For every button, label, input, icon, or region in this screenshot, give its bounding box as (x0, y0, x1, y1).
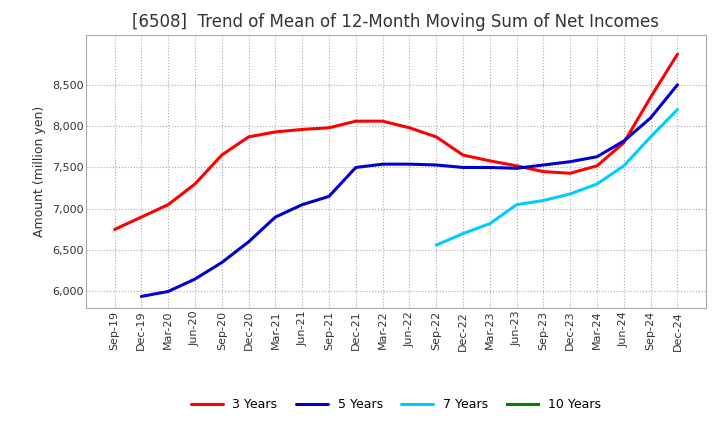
5 Years (217, 260, 226, 265)
3 Years (619, 140, 628, 145)
3 Years (351, 118, 360, 124)
3 Years (378, 118, 387, 124)
3 Years (566, 171, 575, 176)
7 Years (513, 202, 521, 207)
3 Years (110, 227, 119, 232)
5 Years (191, 276, 199, 282)
5 Years (513, 165, 521, 171)
Legend: 3 Years, 5 Years, 7 Years, 10 Years: 3 Years, 5 Years, 7 Years, 10 Years (186, 393, 606, 416)
3 Years (298, 127, 307, 132)
3 Years (244, 134, 253, 139)
5 Years (619, 138, 628, 143)
Title: [6508]  Trend of Mean of 12-Month Moving Sum of Net Incomes: [6508] Trend of Mean of 12-Month Moving … (132, 13, 660, 31)
Line: 5 Years: 5 Years (141, 85, 678, 297)
7 Years (539, 198, 548, 203)
7 Years (566, 191, 575, 197)
5 Years (459, 165, 467, 170)
7 Years (485, 221, 494, 226)
Y-axis label: Amount (million yen): Amount (million yen) (33, 106, 47, 237)
5 Years (137, 294, 145, 299)
3 Years (164, 202, 173, 207)
5 Years (405, 161, 414, 167)
5 Years (351, 165, 360, 170)
3 Years (432, 134, 441, 139)
7 Years (459, 231, 467, 236)
5 Years (432, 162, 441, 168)
5 Years (298, 202, 307, 207)
7 Years (673, 107, 682, 112)
3 Years (539, 169, 548, 174)
5 Years (673, 82, 682, 88)
5 Years (325, 194, 333, 199)
7 Years (647, 134, 655, 139)
3 Years (593, 163, 601, 169)
3 Years (191, 181, 199, 187)
7 Years (432, 242, 441, 248)
5 Years (485, 165, 494, 170)
5 Years (647, 115, 655, 121)
5 Years (566, 159, 575, 164)
3 Years (217, 152, 226, 158)
7 Years (593, 181, 601, 187)
Line: 3 Years: 3 Years (114, 54, 678, 230)
3 Years (673, 51, 682, 57)
5 Years (164, 289, 173, 294)
3 Years (271, 129, 279, 135)
5 Years (244, 239, 253, 245)
3 Years (459, 152, 467, 158)
Line: 7 Years: 7 Years (436, 110, 678, 245)
5 Years (378, 161, 387, 167)
3 Years (647, 95, 655, 100)
3 Years (405, 125, 414, 130)
5 Years (593, 154, 601, 159)
5 Years (539, 162, 548, 168)
3 Years (485, 158, 494, 164)
3 Years (325, 125, 333, 130)
3 Years (513, 163, 521, 169)
5 Years (271, 214, 279, 220)
3 Years (137, 214, 145, 220)
7 Years (619, 163, 628, 169)
